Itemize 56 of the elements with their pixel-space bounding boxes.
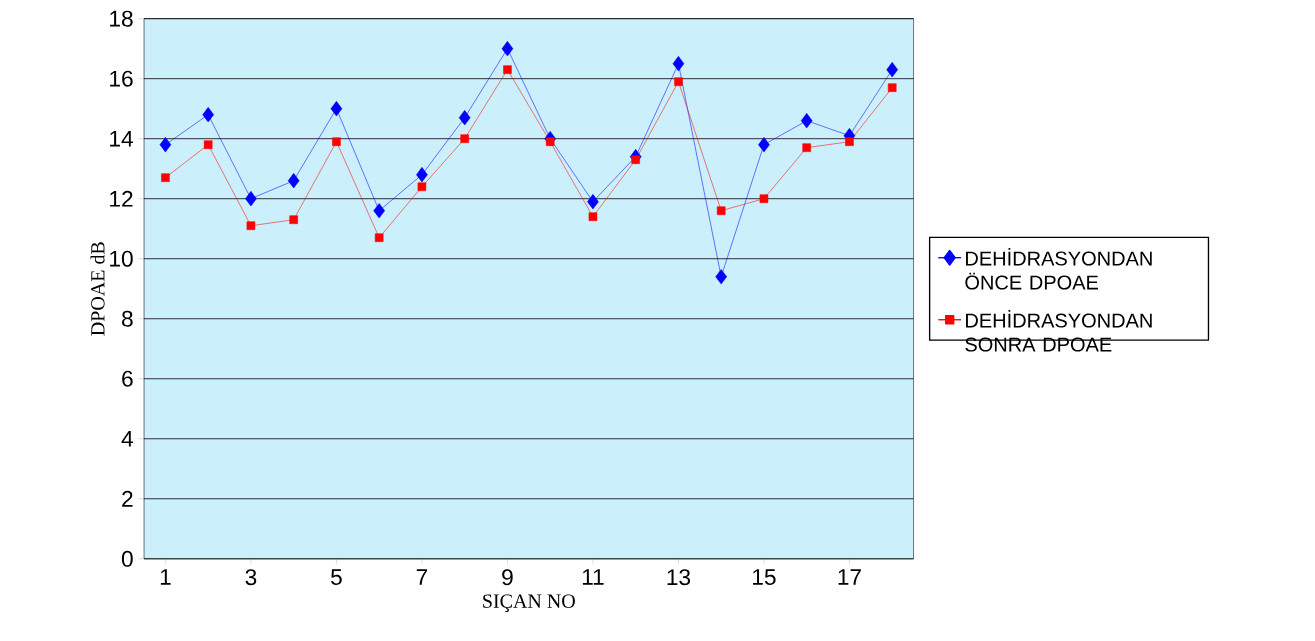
point bbox=[373, 202, 385, 219]
point bbox=[715, 268, 727, 285]
x-tick-label: 3 bbox=[245, 568, 257, 586]
y-tick-label: 10 bbox=[110, 250, 133, 267]
point bbox=[416, 166, 428, 183]
y-tick-label: 16 bbox=[110, 70, 133, 87]
point bbox=[330, 100, 343, 117]
point bbox=[246, 221, 256, 230]
point bbox=[800, 112, 813, 129]
point bbox=[460, 134, 469, 143]
y-tick-label: 14 bbox=[110, 130, 133, 147]
x-axis-title: SIÇAN NO bbox=[483, 594, 575, 612]
x-tick-label: 11 bbox=[582, 568, 604, 585]
point bbox=[672, 55, 685, 72]
y-tick-label: 0 bbox=[121, 550, 133, 567]
point bbox=[417, 182, 427, 191]
point bbox=[161, 173, 170, 182]
point bbox=[289, 215, 298, 224]
point bbox=[588, 212, 598, 221]
point bbox=[202, 106, 214, 123]
point bbox=[631, 155, 640, 164]
x-tick-label: 15 bbox=[753, 568, 776, 585]
x-tick-label: 13 bbox=[667, 568, 691, 586]
y-tick-label: 6 bbox=[122, 370, 133, 387]
point bbox=[203, 140, 213, 149]
point bbox=[886, 61, 898, 78]
point bbox=[287, 172, 300, 189]
point bbox=[159, 136, 172, 153]
x-tick-label: 5 bbox=[331, 568, 342, 585]
point bbox=[332, 137, 341, 146]
y-axis-title: DPOAE dB bbox=[90, 241, 105, 336]
point bbox=[758, 136, 770, 153]
point bbox=[759, 194, 769, 203]
point bbox=[587, 193, 599, 210]
point bbox=[245, 190, 257, 207]
point bbox=[374, 233, 384, 242]
x-tick-label: 17 bbox=[838, 568, 861, 585]
y-tick-label: 2 bbox=[122, 490, 133, 507]
y-tick-label: 8 bbox=[122, 310, 133, 327]
y-tick-label: 18 bbox=[110, 10, 133, 27]
point bbox=[545, 137, 555, 146]
point bbox=[503, 65, 512, 74]
point bbox=[674, 77, 683, 86]
y-tick-label: 12 bbox=[110, 190, 133, 207]
point bbox=[887, 83, 897, 92]
x-tick-label: 7 bbox=[416, 568, 428, 585]
point bbox=[845, 137, 854, 146]
legend-label: DEHİDRASYONDAN ÖNCE DPOAE bbox=[965, 247, 1152, 290]
x-tick-label: 1 bbox=[160, 568, 171, 585]
y-tick-label: 4 bbox=[121, 430, 133, 447]
point bbox=[501, 40, 514, 57]
point bbox=[716, 206, 726, 215]
x-tick-label: 9 bbox=[502, 568, 513, 586]
point bbox=[802, 143, 811, 152]
point bbox=[458, 109, 471, 126]
legend-label: DEHİDRASYONDAN SONRA DPOAE bbox=[965, 309, 1152, 352]
